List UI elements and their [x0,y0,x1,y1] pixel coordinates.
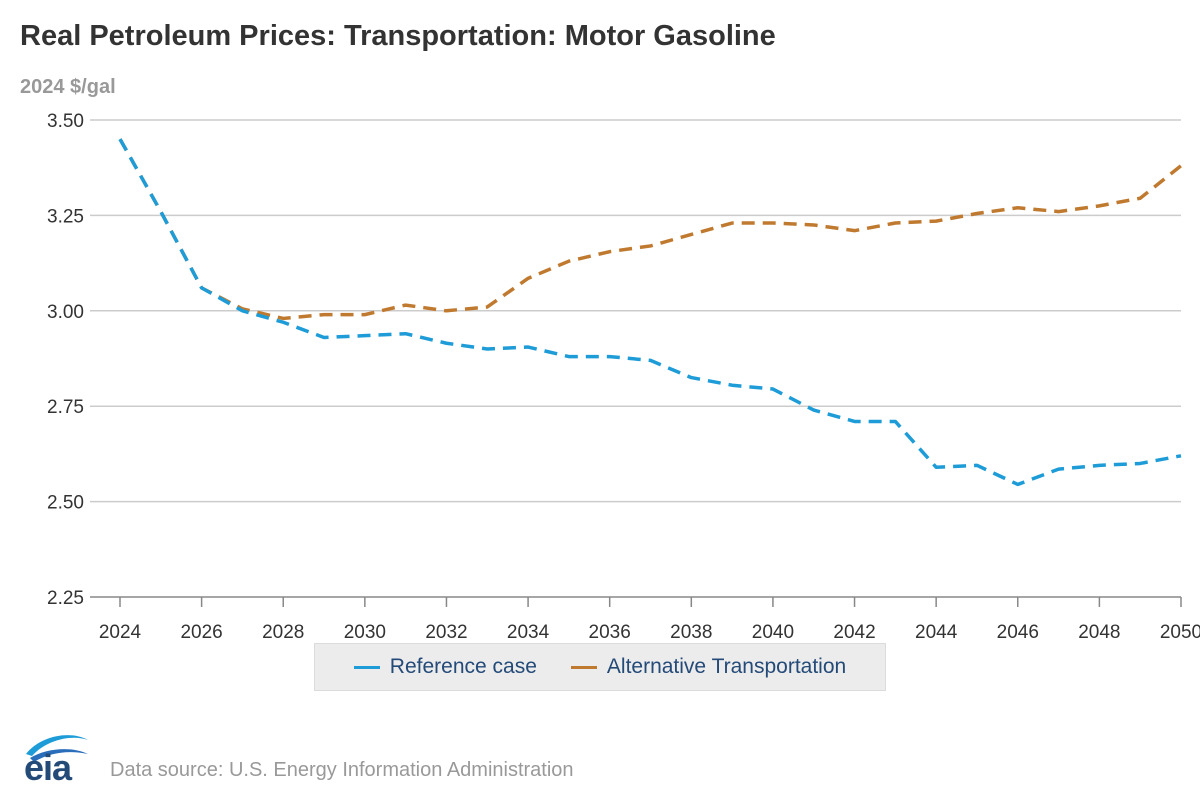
data-series [118,138,1183,487]
x-tick-label: 2034 [507,622,550,640]
x-tick-label: 2046 [997,622,1039,640]
legend-swatch-reference-case [353,665,380,669]
eia-logo-swoosh-lower-icon [30,749,88,762]
x-tick-label: 2036 [589,622,631,640]
x-tick-label: 2030 [344,622,386,640]
legend-item-reference-case[interactable]: Reference case [353,655,537,679]
y-tick-label: 2.75 [47,397,84,418]
legend-swatch-alternative-transportation [570,665,597,669]
y-axis-unit-label: 2024 $/gal [20,76,116,98]
x-tick-label: 2026 [180,622,222,640]
x-tick-label: 2032 [425,622,467,640]
y-tick-label: 3.00 [47,302,84,323]
x-tick-label: 2042 [833,622,875,640]
x-tick-label: 2028 [262,622,304,640]
line-chart: 3.50 3.25 3.00 2.75 2.50 2.25 2024 2026 2028 2030… [47,111,1200,640]
grid-lines [90,119,1181,598]
series-line-alternative-transportation [118,138,1183,321]
chart-legend: Reference case Alternative Transportatio… [314,643,886,691]
x-tick-label: 2024 [99,622,142,640]
x-tick-label: 2038 [670,622,712,640]
x-tick-label: 2040 [752,622,794,640]
y-tick-label: 2.50 [47,493,84,514]
y-tick-label: 3.25 [47,206,84,227]
legend-item-alternative-transportation[interactable]: Alternative Transportation [570,655,847,679]
eia-logo-swoosh-icon [26,735,88,756]
eia-logo-wordmark: eia [24,747,73,784]
chart-title: Real Petroleum Prices: Transportation: M… [20,20,776,52]
y-tick-label: 2.25 [47,588,84,609]
series-line-reference-case [118,138,1182,487]
data-source-note: Data source: U.S. Energy Information Adm… [110,759,574,781]
legend-label-reference-case: Reference case [389,655,537,678]
x-tick-label: 2044 [915,622,958,640]
y-tick-label: 3.50 [47,111,84,132]
x-tick-label: 2050 [1160,622,1200,640]
eia-logo: eia [24,735,88,784]
x-tick-label: 2048 [1078,622,1120,640]
legend-label-alternative-transportation: Alternative Transportation [606,655,847,678]
axes: 3.50 3.25 3.00 2.75 2.50 2.25 2024 2026 2028 2030… [47,111,1200,640]
